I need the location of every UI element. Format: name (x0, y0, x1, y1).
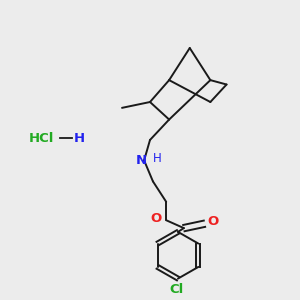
Text: H: H (153, 152, 162, 165)
Text: O: O (207, 215, 218, 228)
Text: HCl: HCl (28, 132, 54, 145)
Text: H: H (74, 132, 85, 145)
Text: N: N (136, 154, 147, 167)
Text: O: O (150, 212, 161, 225)
Text: Cl: Cl (169, 283, 184, 296)
